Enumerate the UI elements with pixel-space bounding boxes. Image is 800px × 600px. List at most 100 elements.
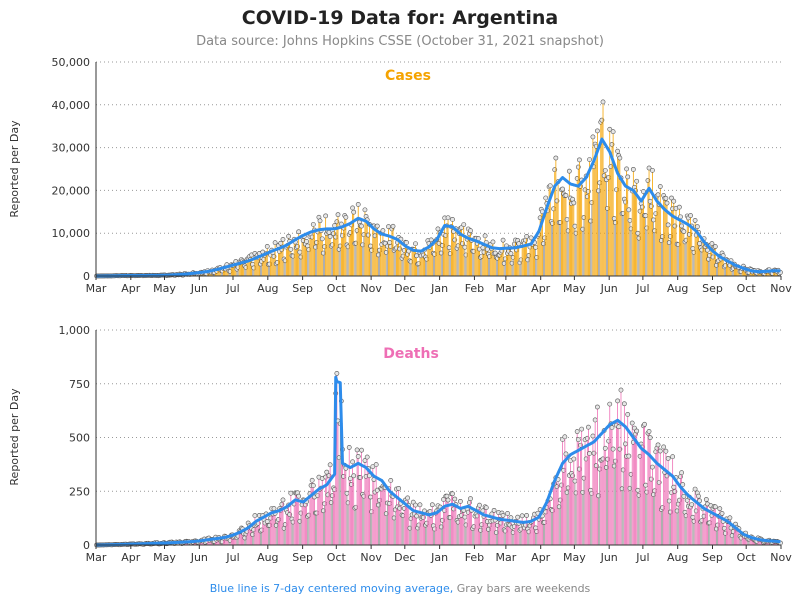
cases-daily-bar bbox=[325, 215, 327, 276]
cases-daily-bar bbox=[719, 256, 721, 276]
cases-daily-bar bbox=[716, 265, 717, 276]
deaths-daily-bar bbox=[661, 509, 662, 545]
deaths-daily-bar bbox=[486, 521, 488, 545]
cases-daily-bar bbox=[553, 208, 554, 276]
cases-daily-bar bbox=[464, 247, 466, 276]
cases-daily-point bbox=[626, 207, 632, 213]
deaths-daily-point bbox=[579, 426, 585, 432]
deaths-daily-bar bbox=[416, 516, 417, 545]
deaths-daily-bar bbox=[472, 528, 474, 545]
deaths-daily-bar bbox=[263, 519, 265, 545]
cases-daily-bar bbox=[280, 243, 282, 276]
deaths-daily-bar bbox=[590, 490, 592, 545]
cases-daily-bar bbox=[700, 247, 702, 276]
deaths-daily-bar bbox=[462, 510, 464, 545]
deaths-daily-bar bbox=[356, 449, 358, 545]
deaths-daily-bar bbox=[580, 445, 581, 545]
deaths-daily-point bbox=[650, 464, 655, 470]
deaths-daily-bar bbox=[280, 510, 282, 545]
deaths-daily-bar bbox=[740, 537, 742, 545]
deaths-y-axis-label: Reported per Day bbox=[8, 388, 21, 486]
deaths-daily-bar bbox=[376, 490, 378, 545]
deaths-daily-bar bbox=[370, 497, 371, 545]
cases-daily-bar bbox=[217, 268, 219, 276]
deaths-daily-bar bbox=[242, 528, 243, 545]
cases-daily-bar bbox=[513, 244, 515, 276]
deaths-daily-point bbox=[309, 477, 315, 483]
deaths-daily-bar bbox=[448, 517, 450, 545]
cases-daily-bar bbox=[718, 260, 720, 276]
cases-daily-bar bbox=[489, 256, 490, 276]
cases-daily-bar bbox=[457, 245, 459, 276]
deaths-daily-bar bbox=[561, 485, 562, 545]
cases-daily-bar bbox=[554, 169, 556, 276]
cases-daily-bar bbox=[398, 237, 400, 276]
deaths-daily-bar bbox=[632, 442, 634, 545]
deaths-daily-bar bbox=[477, 507, 479, 545]
cases-daily-bar bbox=[583, 217, 585, 276]
cases-daily-bar bbox=[243, 262, 245, 276]
cases-daily-bar bbox=[698, 232, 699, 276]
cases-daily-bar bbox=[262, 252, 264, 276]
cases-daily-bar bbox=[285, 247, 287, 276]
deaths-daily-point bbox=[692, 486, 698, 492]
cases-daily-bar bbox=[256, 255, 258, 276]
deaths-daily-point bbox=[717, 506, 723, 512]
deaths-daily-bar bbox=[418, 524, 420, 545]
deaths-daily-bar bbox=[413, 513, 415, 545]
deaths-daily-bar bbox=[610, 423, 612, 545]
deaths-daily-bar bbox=[556, 486, 558, 545]
cases-daily-bar bbox=[634, 187, 635, 276]
deaths-daily-bar bbox=[465, 524, 467, 545]
cases-daily-bar bbox=[577, 167, 579, 276]
cases-daily-bar bbox=[734, 264, 735, 276]
cases-daily-bar bbox=[224, 267, 225, 276]
cases-daily-bar bbox=[352, 207, 353, 276]
deaths-daily-bar bbox=[742, 534, 744, 545]
deaths-daily-bar bbox=[565, 453, 567, 545]
deaths-daily-bar bbox=[309, 493, 311, 545]
cases-daily-bar bbox=[649, 201, 651, 276]
deaths-daily-bar bbox=[634, 428, 635, 545]
deaths-daily-bar bbox=[568, 475, 570, 545]
cases-daily-bar bbox=[549, 185, 551, 276]
cases-daily-bar bbox=[316, 242, 318, 276]
deaths-daily-bar bbox=[234, 536, 236, 545]
deaths-daily-bar bbox=[712, 508, 714, 545]
deaths-daily-bar bbox=[452, 493, 453, 545]
deaths-daily-bar bbox=[682, 484, 684, 545]
cases-daily-point bbox=[327, 234, 333, 239]
deaths-daily-bar bbox=[650, 479, 652, 545]
deaths-daily-bar bbox=[362, 494, 364, 545]
cases-daily-bar bbox=[371, 250, 373, 276]
deaths-daily-bar bbox=[460, 501, 461, 545]
deaths-daily-bar bbox=[489, 524, 490, 545]
cases-daily-bar bbox=[524, 243, 525, 276]
deaths-daily-bar bbox=[677, 504, 679, 545]
deaths-daily-bar bbox=[347, 502, 349, 545]
deaths-x-tick-label: Nov bbox=[770, 551, 792, 564]
cases-y-axis-label: Reported per Day bbox=[8, 120, 21, 218]
deaths-daily-point bbox=[334, 371, 340, 376]
deaths-daily-bar bbox=[647, 433, 649, 545]
deaths-daily-bar bbox=[564, 436, 566, 545]
deaths-daily-bar bbox=[655, 451, 657, 545]
deaths-daily-bar bbox=[367, 468, 369, 545]
deaths-daily-bar bbox=[443, 499, 444, 545]
deaths-daily-bar bbox=[595, 465, 597, 545]
cases-daily-bar bbox=[666, 203, 668, 276]
deaths-daily-bar bbox=[336, 373, 338, 545]
cases-daily-bar bbox=[463, 224, 465, 276]
cases-daily-point bbox=[607, 126, 613, 132]
cases-daily-bar bbox=[503, 263, 505, 276]
cases-daily-point bbox=[571, 200, 577, 206]
deaths-daily-bar bbox=[535, 527, 537, 545]
deaths-daily-bar bbox=[291, 519, 293, 545]
cases-daily-point bbox=[560, 186, 565, 192]
deaths-daily-bar bbox=[357, 456, 359, 545]
cases-daily-bar bbox=[662, 236, 663, 276]
deaths-daily-bar bbox=[262, 515, 264, 545]
deaths-daily-bar bbox=[621, 488, 623, 545]
deaths-daily-bar bbox=[726, 518, 727, 545]
cases-daily-bar bbox=[250, 259, 251, 276]
